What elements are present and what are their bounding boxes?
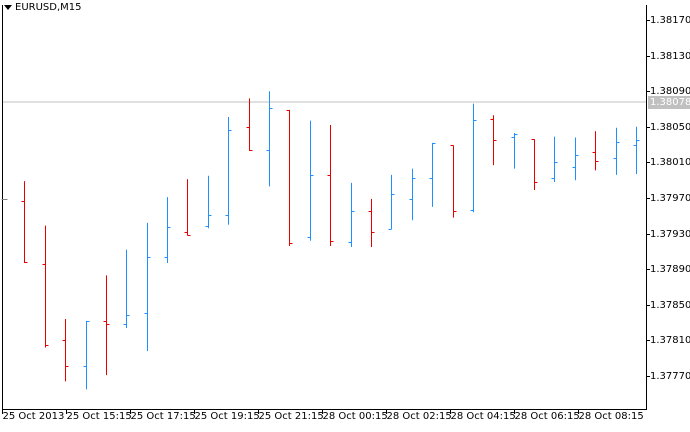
time-tick-label: 25 Oct 2013: [2, 411, 65, 422]
time-ticks: [2, 409, 579, 414]
chart-title[interactable]: EURUSD,M15: [4, 2, 81, 13]
ohlc-bar: [266, 91, 273, 187]
time-tick-label: 28 Oct 02:15: [386, 411, 452, 422]
ohlc-bar: [83, 320, 90, 390]
time-tick-label: 25 Oct 17:15: [130, 411, 196, 422]
ohlc-bar: [103, 275, 110, 376]
ohlc-bar: [225, 117, 232, 225]
ohlc-bar: [286, 109, 293, 247]
ohlc-bar: [164, 197, 171, 263]
ohlc-bar: [409, 168, 416, 221]
ohlc-bar: [633, 126, 640, 174]
time-tick-label: 25 Oct 15:15: [66, 411, 132, 422]
time-tick-label: 28 Oct 00:15: [322, 411, 388, 422]
ohlc-bar: [592, 131, 599, 171]
ohlc-bar: [184, 179, 191, 236]
time-tick-label: 25 Oct 21:15: [258, 411, 324, 422]
price-tick-label: 1.37850: [650, 299, 690, 311]
ohlc-bars: [1, 91, 640, 390]
price-tick-label: 1.38170: [650, 14, 690, 26]
time-tick-label: 28 Oct 08:15: [578, 411, 644, 422]
price-tick-label: 1.37810: [650, 334, 690, 346]
ohlc-bar: [307, 120, 314, 241]
ohlc-bar: [490, 115, 497, 166]
ohlc-bar: [62, 319, 69, 382]
ohlc-bar: [388, 174, 395, 230]
ohlc-bar: [551, 136, 558, 182]
dropdown-triangle-icon[interactable]: [4, 5, 12, 10]
ohlc-bar: [511, 133, 518, 169]
price-tick-label: 1.37930: [650, 228, 690, 240]
price-tick-label: 1.38050: [650, 121, 690, 133]
current-price-badge: 1.38078: [648, 96, 690, 109]
ohlc-bar: [42, 225, 49, 348]
ohlc-bar: [205, 175, 212, 229]
ohlc-bar: [429, 142, 436, 207]
ohlc-bar: [368, 198, 375, 247]
price-tick-label: 1.37970: [650, 192, 690, 204]
price-ticks: [646, 20, 650, 377]
time-tick-label: 28 Oct 04:15: [450, 411, 516, 422]
price-tick-label: 1.38130: [650, 50, 690, 62]
time-tick-label: 28 Oct 06:15: [514, 411, 580, 422]
ohlc-bar: [1, 199, 8, 200]
ohlc-bar: [470, 103, 477, 213]
ohlc-bar: [450, 145, 457, 218]
ohlc-bar: [572, 137, 579, 181]
price-tick-label: 1.37890: [650, 263, 690, 275]
ohlc-bar: [613, 127, 620, 175]
ohlc-bar: [531, 139, 538, 190]
ohlc-bar: [246, 98, 253, 151]
price-tick-label: 1.38090: [650, 85, 690, 97]
ohlc-bar: [144, 222, 151, 352]
time-tick-label: 25 Oct 19:15: [194, 411, 260, 422]
ohlc-bar: [348, 182, 355, 247]
ohlc-bar: [21, 181, 28, 263]
price-tick-label: 1.38010: [650, 156, 690, 168]
price-tick-label: 1.37770: [650, 370, 690, 382]
symbol-timeframe-label: EURUSD,M15: [15, 2, 82, 13]
ohlc-bar: [327, 125, 334, 247]
ohlc-bar: [123, 249, 130, 328]
